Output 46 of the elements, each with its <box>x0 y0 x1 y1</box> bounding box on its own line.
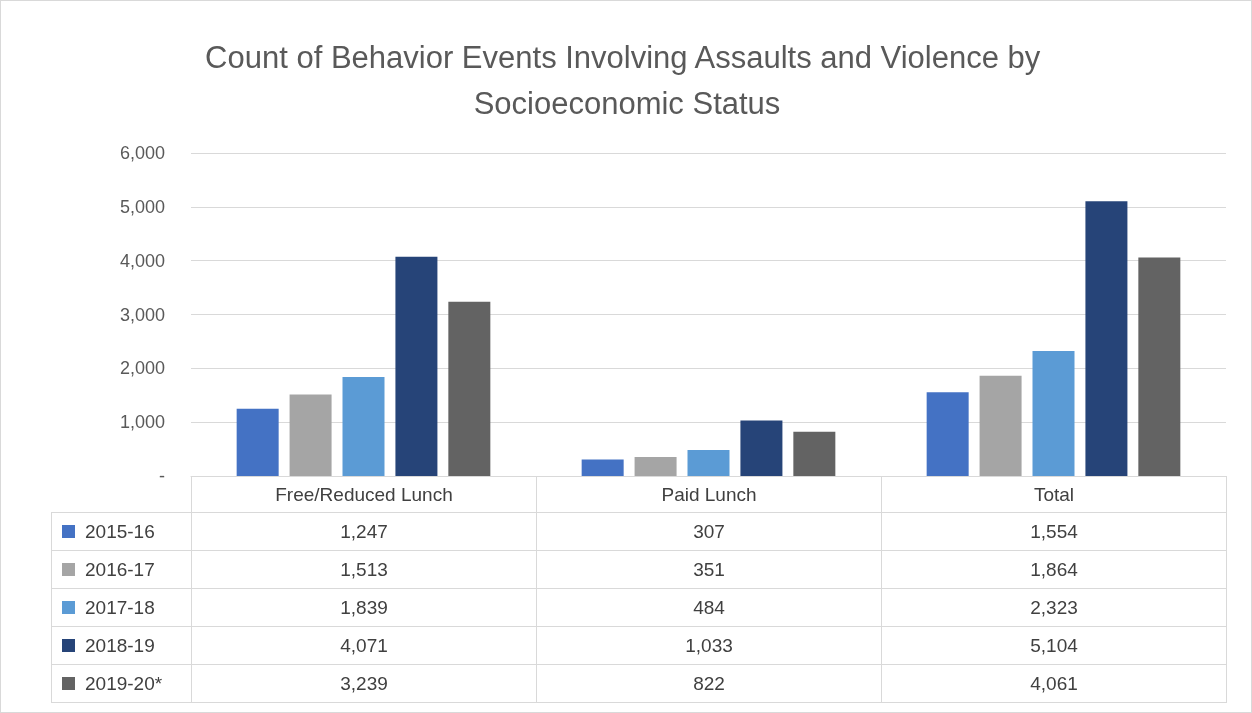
bar <box>342 377 385 476</box>
bar <box>581 459 624 476</box>
y-tick-label: 6,000 <box>119 143 165 163</box>
x-tick-label: Free/Reduced Lunch <box>191 476 537 513</box>
data-label: 307 <box>536 512 882 551</box>
data-label: 5,104 <box>881 626 1227 665</box>
data-label: 1,033 <box>536 626 882 665</box>
bar <box>1032 350 1075 476</box>
data-label: 3,239 <box>191 664 537 703</box>
data-label: 351 <box>536 550 882 589</box>
data-label: 1,513 <box>191 550 537 589</box>
bar <box>793 431 836 476</box>
y-tick-label: 2,000 <box>119 358 165 379</box>
data-label: 1,247 <box>191 512 537 551</box>
legend-label: 2015-16 <box>85 520 155 542</box>
bar <box>395 256 438 476</box>
bar <box>236 408 279 476</box>
bar <box>687 449 730 476</box>
data-label: 1,839 <box>191 588 537 627</box>
y-tick-label: 1,000 <box>119 412 165 433</box>
y-tick-label: - <box>159 466 165 486</box>
data-label: 4,071 <box>191 626 537 665</box>
legend-label: 2018-19 <box>85 634 155 656</box>
data-label: 1,554 <box>881 512 1227 551</box>
legend-label: 2019-20* <box>85 672 163 694</box>
bar <box>979 375 1022 476</box>
bar <box>740 420 783 476</box>
y-tick-label: 3,000 <box>119 304 165 325</box>
legend-label: 2017-18 <box>85 596 155 618</box>
bar <box>1138 257 1181 476</box>
legend-label: 2016-17 <box>85 558 155 580</box>
y-tick-label: 4,000 <box>119 250 165 271</box>
data-label: 484 <box>536 588 882 627</box>
x-tick-label: Total <box>881 476 1227 513</box>
data-label: 822 <box>536 664 882 703</box>
y-tick-label: 5,000 <box>119 196 165 217</box>
bar <box>289 394 332 476</box>
bar <box>926 392 969 476</box>
bar <box>448 301 491 476</box>
data-label: 2,323 <box>881 588 1227 627</box>
bar <box>634 457 677 476</box>
x-tick-label: Paid Lunch <box>536 476 882 513</box>
data-label: 4,061 <box>881 664 1227 703</box>
bar <box>1085 201 1128 476</box>
chart-title: Count of Behavior Events Involving Assaults and Violence by Socioeconomic Status <box>205 39 1049 121</box>
data-label: 1,864 <box>881 550 1227 589</box>
